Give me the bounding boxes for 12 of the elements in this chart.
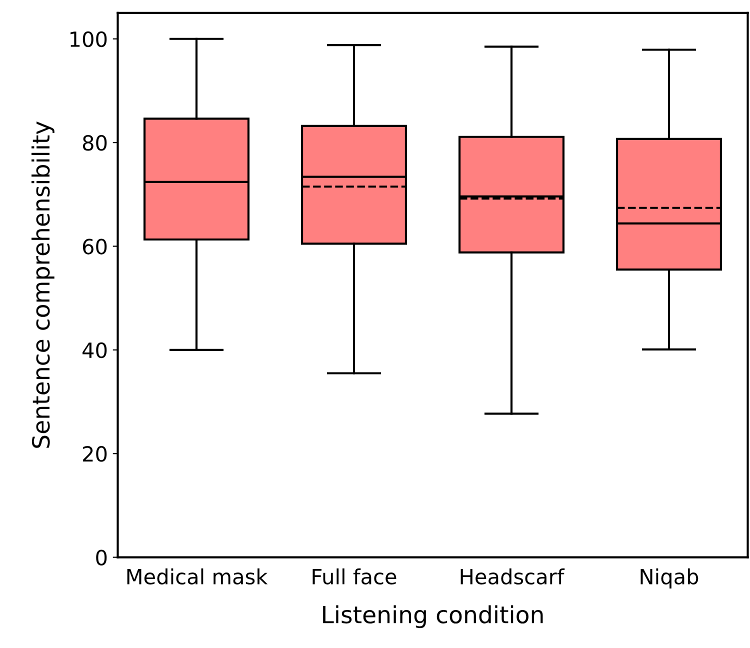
x-tick-label: Full face [312,568,396,585]
y-tick-label: 100 [70,31,107,48]
y-axis-title: Sentence comprehensibility [32,122,54,448]
y-tick-label: 0 [96,550,107,566]
x-tick-label: Headscarf [460,568,565,585]
y-tick-label: 60 [82,238,107,254]
y-tick-label: 80 [82,135,107,151]
x-axis-title: Listening condition [323,605,543,628]
y-tick-label: 40 [82,342,107,358]
y-tick-label: 20 [83,446,107,462]
x-tick-label: Medical mask [127,568,268,585]
x-tick-label: Niqab [640,568,698,589]
